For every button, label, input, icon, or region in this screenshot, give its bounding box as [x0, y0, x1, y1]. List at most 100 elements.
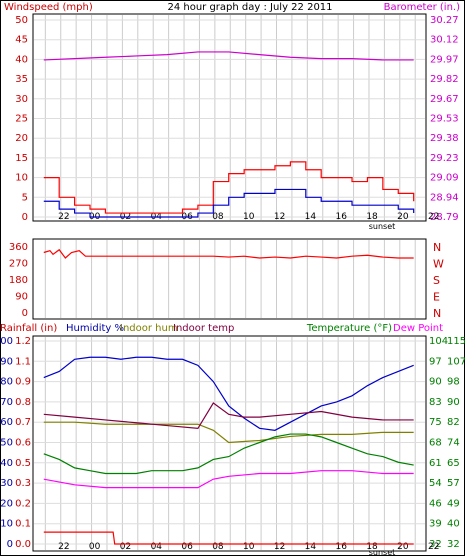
hour-tick-label: 22 [58, 212, 69, 222]
rainfall-tick-label: 0.6 [15, 438, 31, 449]
barometer-tick-label: 28.79 [430, 212, 459, 223]
rainfall-tick-label: 0.8 [15, 397, 31, 408]
temperature-tick-label: 104 [429, 336, 448, 347]
wind-tick-label: 45 [15, 35, 28, 46]
temperature-tick-label: 115 [447, 336, 465, 347]
wind-tick-label: 40 [15, 54, 28, 65]
series-line [43, 470, 414, 489]
temperature-tick-label: 75 [429, 417, 442, 428]
humidity-axis-label: Humidity % [66, 323, 124, 334]
humidity-tick-label: 70 [0, 397, 13, 408]
hour-tick-label: 14 [305, 212, 317, 222]
temperature-axis-label: Temperature (°F) [306, 323, 392, 334]
humidity-tick-label: 40 [0, 458, 13, 469]
barometer-tick-label: 30.27 [430, 15, 459, 26]
wind-plot-area [32, 13, 427, 222]
indoor-hum-label: Indoor hum [120, 323, 178, 334]
barometer-tick-label: 29.67 [430, 94, 459, 105]
hour-tick-label: 18 [366, 212, 378, 222]
rainfall-tick-label: 0.9 [15, 377, 31, 388]
hour-tick-label: 00 [89, 542, 101, 552]
temperature-tick-label: 68 [429, 438, 442, 449]
hour-tick-label: 22 [428, 542, 439, 552]
rainfall-tick-label: 0.0 [15, 539, 31, 550]
temperature-tick-label: 90 [429, 377, 442, 388]
direction-tick-label: 270 [9, 259, 28, 270]
direction-plot-area [32, 238, 427, 320]
rainfall-tick-label: 0.1 [15, 519, 31, 530]
humidity-tick-label: 10 [0, 519, 13, 530]
hour-tick-label: 16 [336, 542, 348, 552]
humidity-tick-label: 30 [0, 478, 13, 489]
series-line [43, 188, 415, 218]
hour-tick-label: 06 [181, 542, 193, 552]
direction-tick-label: 180 [9, 275, 28, 286]
rainfall-tick-label: 1.2 [15, 336, 31, 347]
hour-tick-label: 12 [274, 212, 285, 222]
compass-tick-label: N [433, 307, 441, 320]
temperature-tick-label: 39 [429, 519, 442, 530]
humidity-tick-label: 80 [0, 377, 13, 388]
hour-tick-label: 22 [428, 212, 439, 222]
hour-tick-label: 08 [212, 542, 224, 552]
hour-tick-label: 12 [274, 542, 285, 552]
humidity-tick-label: 100 [0, 336, 13, 347]
hour-tick-label: 02 [120, 542, 131, 552]
series-line [43, 51, 414, 61]
hour-tick-label: 16 [336, 212, 348, 222]
wind-tick-label: 0 [22, 212, 28, 223]
compass-tick-label: E [433, 291, 440, 304]
temperature-tick-label: 40 [447, 519, 460, 530]
series-line [43, 402, 414, 430]
rainfall-axis-label: Rainfall (in) [0, 323, 57, 334]
wind-tick-label: 50 [15, 15, 28, 26]
temperature-tick-label: 82 [447, 417, 460, 428]
wind-tick-label: 25 [15, 114, 28, 125]
barometer-axis-label: Barometer (in.) [384, 2, 460, 13]
rainfall-tick-label: 0.2 [15, 498, 31, 509]
series-lines [43, 51, 415, 545]
temperature-tick-label: 107 [447, 356, 465, 367]
temperature-tick-label: 83 [429, 397, 442, 408]
hour-tick-label: 14 [305, 542, 317, 552]
barometer-tick-label: 29.82 [430, 74, 459, 85]
temperature-tick-label: 61 [429, 458, 442, 469]
hour-tick-label: 20 [397, 542, 409, 552]
temperature-tick-label: 54 [429, 478, 442, 489]
indoor-temp-label: Indoor temp [173, 323, 234, 334]
series-line [43, 248, 414, 259]
humidity-tick-label: 0 [7, 539, 13, 550]
humidity-tick-label: 90 [0, 356, 13, 367]
series-line [43, 531, 414, 545]
temperature-tick-label: 49 [447, 498, 460, 509]
hour-tick-label: 18 [366, 542, 378, 552]
wind-tick-label: 10 [15, 173, 28, 184]
rainfall-tick-label: 1.1 [15, 356, 31, 367]
humidity-tick-label: 50 [0, 438, 13, 449]
wind-axis-label: Windspeed (mph) [4, 2, 93, 13]
temperature-tick-label: 90 [447, 397, 460, 408]
barometer-tick-label: 29.97 [430, 54, 459, 65]
direction-tick-label: 0 [22, 308, 28, 319]
direction-tick-label: 90 [15, 292, 28, 303]
dewpoint-axis-label: Dew Point [393, 323, 443, 334]
hour-tick-label: 22 [58, 542, 69, 552]
sunset-label: sunset [369, 222, 396, 231]
series-line [43, 433, 414, 475]
wind-tick-label: 15 [15, 153, 28, 164]
series-line [43, 421, 414, 444]
temperature-tick-label: 97 [429, 356, 442, 367]
rainfall-tick-label: 0.7 [15, 417, 31, 428]
wind-tick-label: 35 [15, 74, 28, 85]
barometer-tick-label: 29.38 [430, 133, 459, 144]
rainfall-tick-label: 0.3 [15, 478, 31, 489]
barometer-tick-label: 29.09 [430, 173, 459, 184]
series-line [43, 161, 415, 214]
temperature-tick-label: 32 [429, 539, 442, 550]
hour-tick-label: 10 [243, 212, 255, 222]
barometer-tick-label: 30.12 [430, 35, 459, 46]
wind-tick-label: 5 [22, 192, 28, 203]
series-line [43, 356, 414, 431]
hour-tick-label: 04 [151, 542, 163, 552]
